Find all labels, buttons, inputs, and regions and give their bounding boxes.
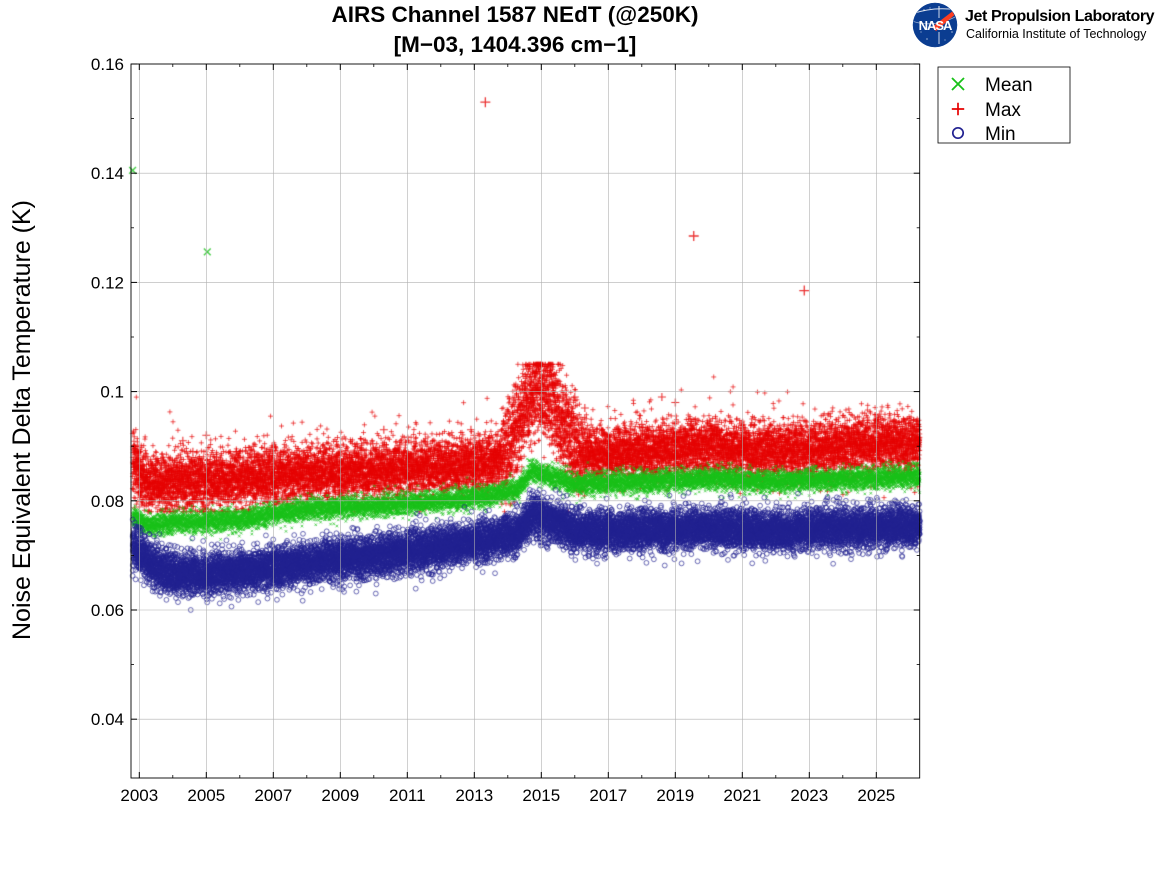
svg-text:0.1: 0.1 (100, 383, 124, 402)
svg-text:2013: 2013 (455, 786, 493, 805)
svg-text:0.16: 0.16 (91, 55, 124, 74)
svg-text:2009: 2009 (321, 786, 359, 805)
svg-text:Min: Min (985, 124, 1016, 145)
svg-text:2003: 2003 (120, 786, 158, 805)
svg-text:2021: 2021 (723, 786, 761, 805)
svg-text:Mean: Mean (985, 75, 1033, 96)
svg-text:0.08: 0.08 (91, 492, 124, 511)
svg-text:2023: 2023 (790, 786, 828, 805)
svg-text:Noise Equivalent Delta Tempera: Noise Equivalent Delta Temperature (K) (8, 200, 36, 640)
svg-text:2015: 2015 (522, 786, 560, 805)
svg-text:NASA: NASA (919, 18, 953, 33)
svg-text:0.04: 0.04 (91, 710, 124, 729)
svg-text:2017: 2017 (589, 786, 627, 805)
svg-text:2025: 2025 (857, 786, 895, 805)
svg-text:0.12: 0.12 (91, 273, 124, 292)
svg-text:2019: 2019 (656, 786, 694, 805)
svg-text:2007: 2007 (254, 786, 292, 805)
svg-text:0.06: 0.06 (91, 601, 124, 620)
svg-text:0.14: 0.14 (91, 164, 124, 183)
svg-text:2011: 2011 (389, 786, 426, 805)
svg-text:2005: 2005 (187, 786, 225, 805)
svg-text:Max: Max (985, 100, 1021, 121)
